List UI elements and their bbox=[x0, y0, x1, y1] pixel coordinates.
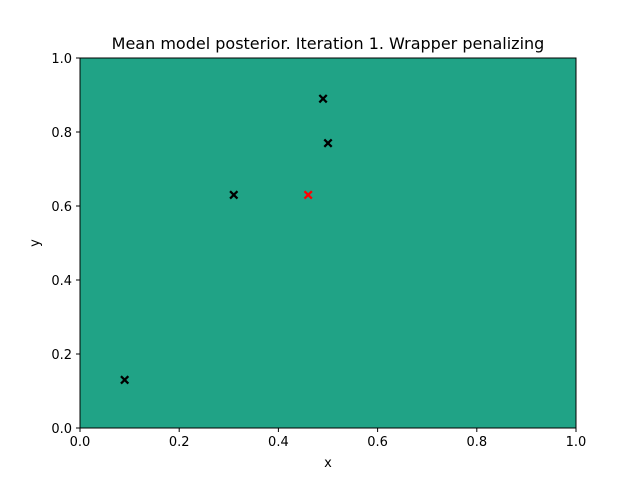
y-tick-label: 0.6 bbox=[51, 200, 72, 215]
data-markers bbox=[120, 94, 333, 385]
data-point-marker bbox=[318, 94, 328, 104]
data-point-marker bbox=[303, 190, 313, 200]
y-axis: 0.0 0.2 0.4 0.6 0.8 1.0 bbox=[51, 52, 80, 437]
y-tick-label: 0.2 bbox=[51, 348, 72, 363]
x-axis-label: x bbox=[324, 456, 332, 471]
y-tick-label: 0.8 bbox=[51, 126, 72, 141]
data-point-marker bbox=[323, 138, 333, 148]
chart-title: Mean model posterior. Iteration 1. Wrapp… bbox=[112, 34, 545, 53]
x-tick-label: 0.2 bbox=[169, 435, 190, 450]
y-axis-label: y bbox=[28, 239, 43, 247]
x-tick-label: 1.0 bbox=[566, 435, 587, 450]
y-tick-label: 1.0 bbox=[51, 52, 72, 67]
x-tick-label: 0.8 bbox=[466, 435, 487, 450]
x-tick-label: 0.0 bbox=[70, 435, 91, 450]
data-point-marker bbox=[120, 375, 130, 385]
x-tick-label: 0.6 bbox=[367, 435, 388, 450]
x-axis: 0.0 0.2 0.4 0.6 0.8 1.0 bbox=[70, 428, 587, 450]
plot-background bbox=[80, 58, 576, 428]
y-tick-label: 0.0 bbox=[51, 422, 72, 437]
x-tick-label: 0.4 bbox=[268, 435, 289, 450]
data-point-marker bbox=[229, 190, 239, 200]
plot-frame bbox=[79, 57, 577, 429]
y-tick-label: 0.4 bbox=[51, 274, 72, 289]
